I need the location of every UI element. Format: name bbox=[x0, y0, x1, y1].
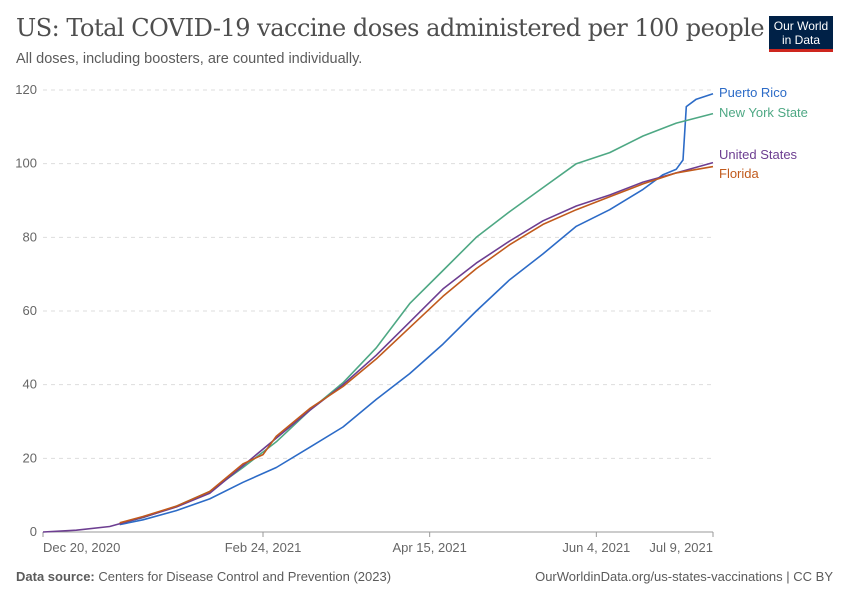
chart-title: US: Total COVID-19 vaccine doses adminis… bbox=[16, 14, 765, 42]
source-label: Data source: bbox=[16, 569, 95, 584]
y-tick-label: 20 bbox=[23, 450, 37, 465]
y-tick-label: 120 bbox=[15, 82, 37, 97]
series-line-new-york-state bbox=[119, 112, 714, 525]
chart-subtitle: All doses, including boosters, are count… bbox=[16, 51, 363, 67]
x-tick-label: Feb 24, 2021 bbox=[225, 540, 302, 555]
source-url[interactable]: OurWorldinData.org/us-states-vaccination… bbox=[535, 569, 833, 584]
series-label: Florida bbox=[719, 166, 760, 181]
x-tick-label: Jun 4, 2021 bbox=[562, 540, 630, 555]
x-tick-label: Jul 9, 2021 bbox=[649, 540, 713, 555]
series-line-puerto-rico bbox=[119, 92, 714, 526]
series-label: United States bbox=[719, 147, 798, 162]
y-tick-label: 60 bbox=[23, 303, 37, 318]
x-tick-label: Apr 15, 2021 bbox=[392, 540, 466, 555]
y-tick-label: 100 bbox=[15, 156, 37, 171]
source-text[interactable]: Centers for Disease Control and Preventi… bbox=[98, 569, 392, 584]
y-tick-label: 80 bbox=[23, 229, 37, 244]
series-label: New York State bbox=[719, 105, 808, 120]
x-tick-label: Dec 20, 2020 bbox=[43, 540, 120, 555]
series-line-united-states bbox=[42, 161, 714, 533]
data-source: Data source: Centers for Disease Control… bbox=[16, 569, 391, 584]
series-label: Puerto Rico bbox=[719, 85, 787, 100]
y-tick-label: 40 bbox=[23, 377, 37, 392]
owid-logo[interactable]: Our World in Data bbox=[769, 16, 833, 52]
y-tick-label: 0 bbox=[30, 524, 37, 539]
series-line-florida bbox=[119, 165, 714, 524]
